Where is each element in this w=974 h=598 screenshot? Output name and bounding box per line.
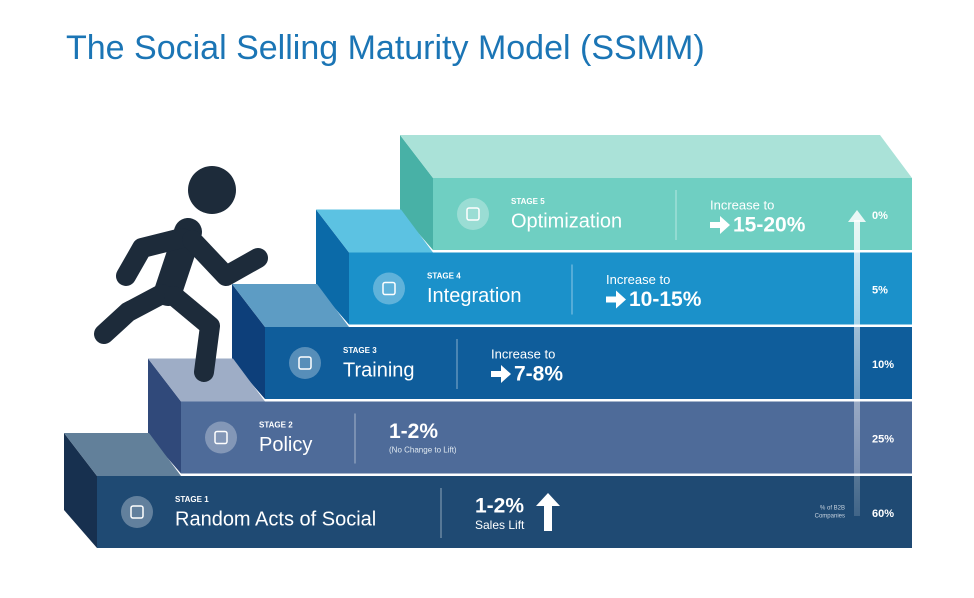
result-arrow — [491, 365, 511, 383]
lift-arrow — [536, 493, 560, 531]
stage: STAGE 5 Optimization Increase to 15-20% 0% — [457, 190, 888, 240]
step-top — [400, 135, 912, 178]
result-prefix: Increase to — [491, 346, 555, 361]
step-front — [97, 476, 912, 548]
result: 7-8% — [514, 363, 563, 386]
runner — [94, 166, 268, 382]
share: 5% — [872, 284, 888, 296]
share: 60% — [872, 508, 894, 520]
stage-label: STAGE 4 — [427, 272, 461, 281]
stage-icon-glyph — [298, 356, 312, 370]
stage-icon — [373, 272, 405, 305]
stage: STAGE 1 Random Acts of Social 1-2%Sales Li… — [121, 488, 894, 538]
stage-name: Optimization — [511, 210, 622, 232]
stage-icon-glyph — [130, 505, 144, 519]
stage: STAGE 2 Policy 1-2% (No Change to Lift) 25% — [205, 413, 894, 464]
result: 15-20% — [733, 214, 806, 237]
share-label: Companies — [815, 514, 845, 520]
share-arrow-shaft — [854, 220, 860, 516]
result-note: Sales Lift — [475, 518, 525, 532]
step-front — [265, 327, 912, 399]
stage-icon — [289, 347, 321, 379]
stage-icon-glyph — [382, 281, 396, 296]
step-top — [64, 433, 181, 476]
result-prefix: Increase to — [606, 272, 670, 287]
share: 25% — [872, 433, 894, 445]
step-front — [181, 401, 912, 474]
runner-leg — [164, 286, 220, 382]
runner-arm — [182, 230, 268, 286]
stage-name: Random Acts of Social — [175, 508, 376, 530]
step-top — [232, 284, 349, 327]
stage-label: STAGE 1 — [175, 495, 209, 504]
stage-label: STAGE 3 — [343, 346, 377, 355]
stage-icon-glyph — [214, 430, 228, 445]
runner-arm — [116, 228, 192, 286]
stage-label: STAGE 5 — [511, 197, 545, 206]
result-arrow — [710, 216, 730, 234]
share: 0% — [872, 210, 888, 222]
result: 1-2% — [389, 420, 438, 443]
result: 10-15% — [629, 288, 702, 311]
share-arrow-head — [848, 210, 866, 222]
stage-label: STAGE 2 — [259, 421, 293, 430]
stage-icon — [121, 496, 153, 528]
title: The Social Selling Maturity Model (SSMM) — [66, 29, 705, 67]
step-top — [316, 209, 433, 253]
share: 10% — [872, 359, 894, 371]
result-arrow — [606, 290, 626, 309]
step-side — [64, 433, 97, 548]
stage-icon — [205, 421, 237, 454]
stage-name: Training — [343, 359, 415, 381]
stage-name: Policy — [259, 434, 312, 456]
runner-head — [188, 166, 236, 214]
stage-icon — [457, 198, 489, 230]
runner-leg — [94, 284, 172, 344]
stage: STAGE 3 Training Increase to 7-8% 10% — [289, 339, 894, 389]
step-front — [349, 252, 912, 325]
step-front — [433, 178, 912, 250]
share-label: % of B2B — [820, 506, 845, 512]
stage-name: Integration — [427, 285, 522, 307]
result: 1-2% — [475, 495, 524, 518]
result-note: (No Change to Lift) — [389, 446, 457, 455]
stage-icon-glyph — [466, 207, 480, 221]
stairs — [64, 135, 912, 548]
result-prefix: Increase to — [710, 197, 774, 212]
